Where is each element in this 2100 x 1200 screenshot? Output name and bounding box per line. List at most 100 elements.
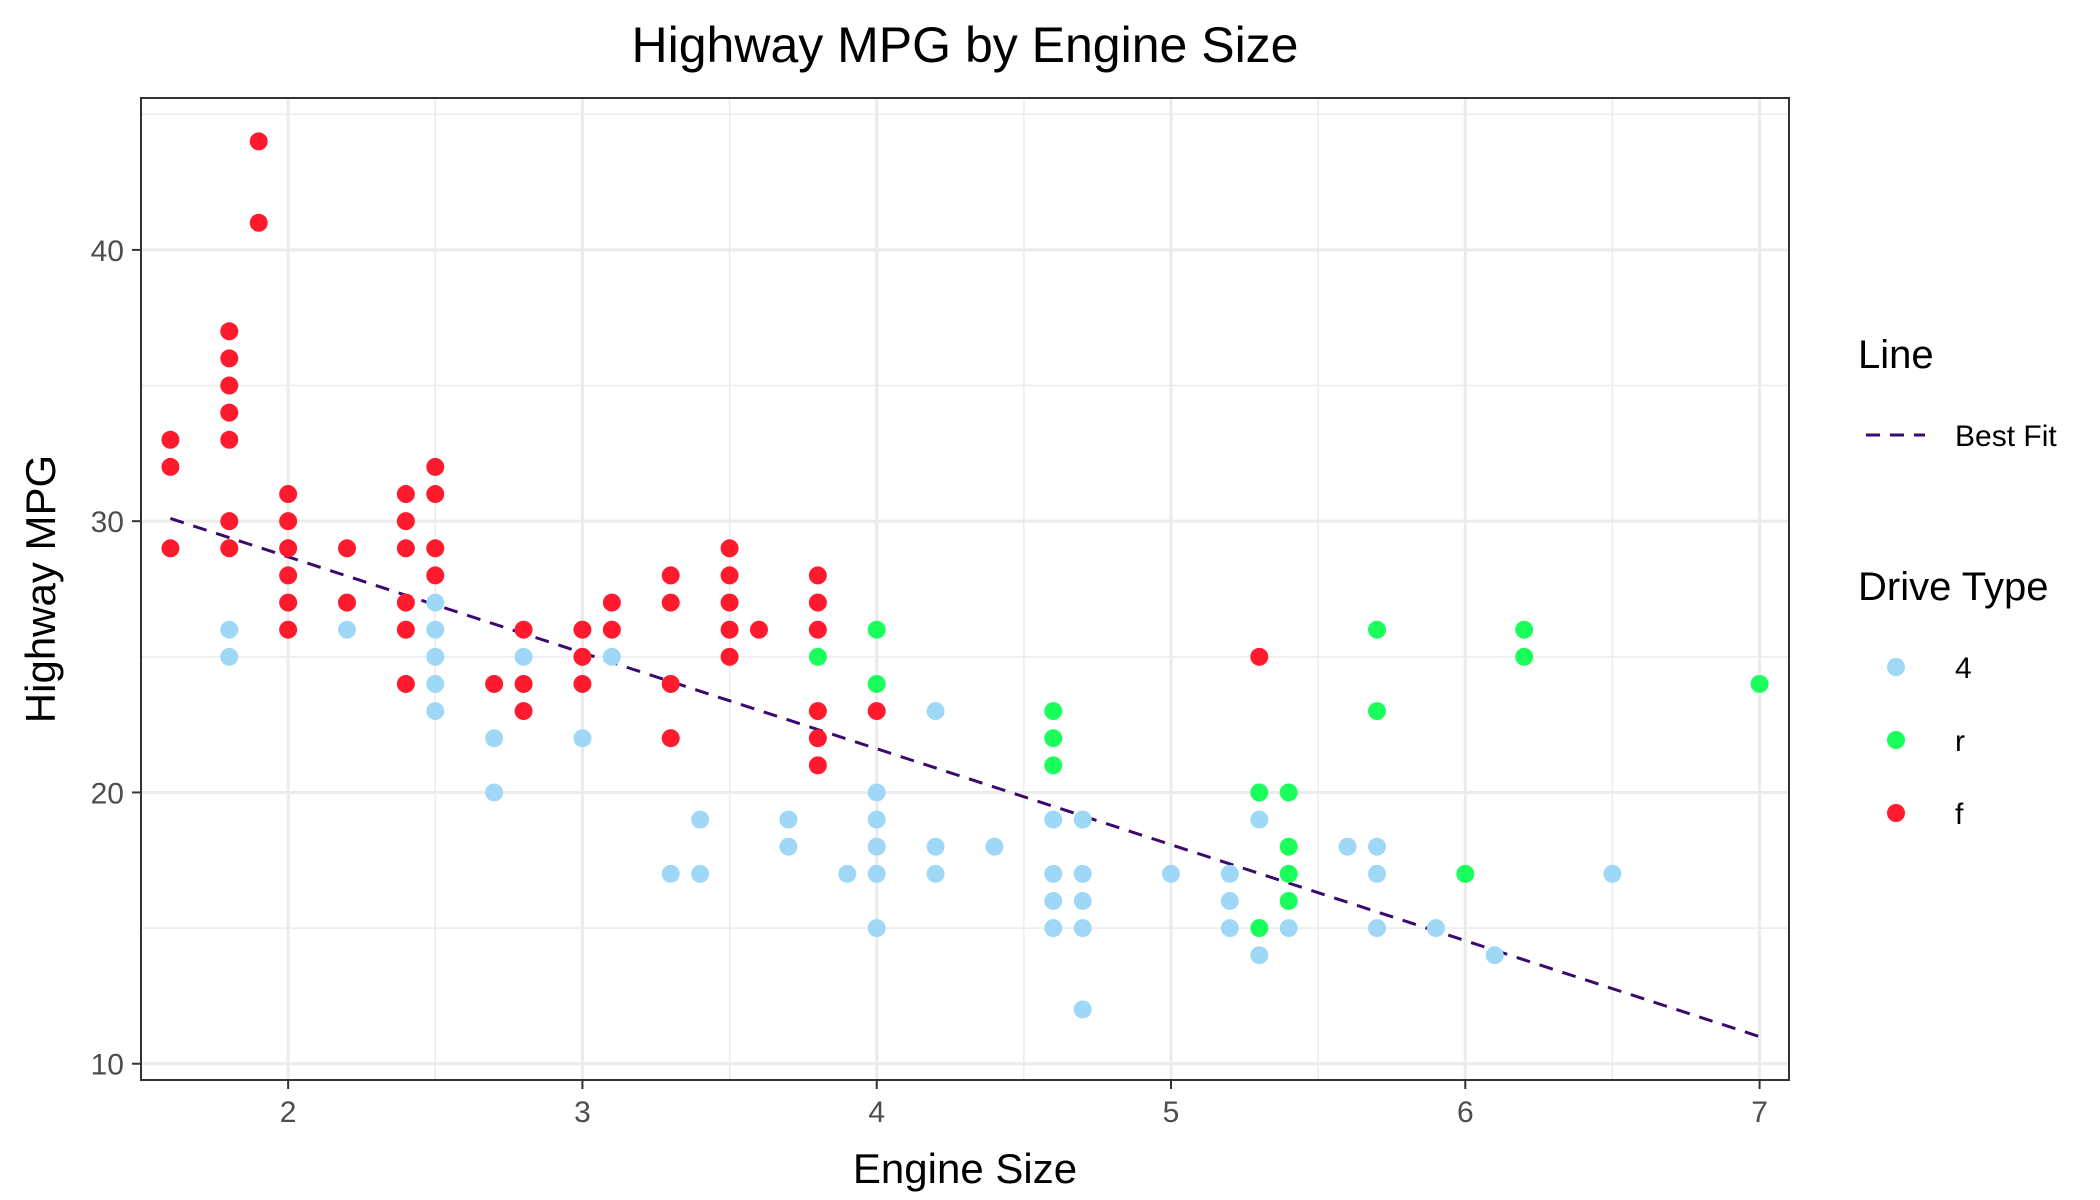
data-point-drive-4 xyxy=(867,810,886,829)
data-point-drive-f xyxy=(720,539,739,558)
data-point-drive-f xyxy=(396,512,415,531)
data-point-drive-r xyxy=(867,674,886,693)
data-point-drive-r xyxy=(1515,620,1534,639)
data-point-drive-4 xyxy=(1073,810,1092,829)
data-point-drive-4 xyxy=(926,702,945,721)
data-point-drive-f xyxy=(1250,647,1269,666)
data-point-drive-4 xyxy=(426,593,445,612)
data-point-drive-f xyxy=(426,539,445,558)
legend-drive-4-swatch xyxy=(1887,658,1905,676)
data-point-drive-4 xyxy=(1368,837,1386,856)
data-point-drive-4 xyxy=(838,864,857,883)
data-point-drive-4 xyxy=(867,837,886,856)
data-point-drive-f xyxy=(396,674,415,693)
data-point-drive-4 xyxy=(485,729,504,748)
data-point-drive-f xyxy=(396,485,415,504)
data-point-drive-f xyxy=(808,620,827,639)
data-point-drive-f xyxy=(867,702,886,721)
data-point-drive-r xyxy=(1044,702,1063,721)
data-point-drive-4 xyxy=(1220,891,1239,910)
data-point-drive-r xyxy=(1279,837,1298,856)
data-point-drive-4 xyxy=(1044,919,1063,938)
axis-ticks: 2 3 4 5 6 7 10 20 30 40 xyxy=(91,235,1768,1129)
data-point-drive-f xyxy=(220,376,239,395)
legend-drive-r-label: r xyxy=(1955,725,1965,758)
y-axis-title: Highway MPG xyxy=(17,455,64,723)
x-tick-label: 5 xyxy=(1163,1096,1180,1129)
data-point-drive-4 xyxy=(426,702,445,721)
data-point-drive-4 xyxy=(1250,810,1269,829)
data-point-drive-f xyxy=(161,430,180,449)
data-point-drive-r xyxy=(808,647,827,666)
data-point-drive-4 xyxy=(485,783,504,802)
data-point-drive-r xyxy=(867,620,886,639)
data-point-drive-4 xyxy=(779,837,798,856)
data-point-drive-f xyxy=(514,702,533,721)
data-point-drive-4 xyxy=(867,919,886,938)
data-point-drive-4 xyxy=(426,647,445,666)
data-point-drive-4 xyxy=(1220,919,1239,938)
data-point-drive-4 xyxy=(867,783,886,802)
data-point-drive-f xyxy=(808,756,827,775)
data-point-drive-r xyxy=(1044,729,1063,748)
data-point-drive-r xyxy=(1750,674,1769,693)
data-point-drive-f xyxy=(808,566,827,585)
data-point-drive-f xyxy=(220,512,239,531)
data-point-drive-r xyxy=(1279,891,1298,910)
x-tick-label: 4 xyxy=(868,1096,885,1129)
data-point-drive-4 xyxy=(1073,1000,1092,1019)
data-point-drive-f xyxy=(279,512,298,531)
legend-line: Line Best Fit xyxy=(1858,333,2057,453)
data-point-drive-r xyxy=(1250,783,1269,802)
y-tick-label: 20 xyxy=(91,777,124,810)
data-point-drive-f xyxy=(220,539,239,558)
legend-drive-f-swatch xyxy=(1887,804,1905,822)
legend-drive-type: Drive Type 4 r f xyxy=(1858,565,2048,831)
data-point-drive-f xyxy=(279,566,298,585)
chart-title: Highway MPG by Engine Size xyxy=(632,17,1299,73)
legend-drive-f-label: f xyxy=(1955,798,1964,831)
data-point-drive-4 xyxy=(1338,837,1357,856)
data-point-drive-4 xyxy=(573,729,592,748)
legend-drive-r-swatch xyxy=(1887,731,1905,749)
data-point-drive-f xyxy=(573,674,592,693)
data-point-drive-4 xyxy=(926,837,945,856)
data-point-drive-4 xyxy=(1073,864,1092,883)
data-point-drive-4 xyxy=(985,837,1004,856)
x-tick-label: 2 xyxy=(280,1096,297,1129)
data-point-drive-f xyxy=(396,620,415,639)
data-point-drive-4 xyxy=(1368,919,1386,938)
data-point-drive-f xyxy=(661,566,680,585)
data-point-drive-f xyxy=(396,539,415,558)
data-points xyxy=(161,132,1769,1019)
legend-drive-4-label: 4 xyxy=(1955,652,1972,685)
data-point-drive-f xyxy=(249,213,268,232)
data-point-drive-r xyxy=(1456,864,1475,883)
legend-drive-type-title: Drive Type xyxy=(1858,565,2048,609)
data-point-drive-4 xyxy=(426,674,445,693)
data-point-drive-4 xyxy=(1220,864,1239,883)
data-point-drive-f xyxy=(602,593,621,612)
data-point-drive-f xyxy=(808,593,827,612)
data-point-drive-4 xyxy=(1044,810,1063,829)
data-point-drive-f xyxy=(338,593,356,612)
data-point-drive-4 xyxy=(1426,919,1445,938)
data-point-drive-r xyxy=(1368,620,1386,639)
data-point-drive-f xyxy=(750,620,768,639)
data-point-drive-f xyxy=(661,729,680,748)
x-tick-label: 3 xyxy=(574,1096,591,1129)
data-point-drive-f xyxy=(220,349,239,368)
data-point-drive-4 xyxy=(220,620,239,639)
data-point-drive-f xyxy=(161,457,180,476)
data-point-drive-r xyxy=(1250,919,1269,938)
data-point-drive-4 xyxy=(1279,919,1298,938)
data-point-drive-f xyxy=(720,593,739,612)
data-point-drive-f xyxy=(249,132,268,151)
data-point-drive-f xyxy=(720,647,739,666)
data-point-drive-4 xyxy=(602,647,621,666)
data-point-drive-f xyxy=(720,566,739,585)
data-point-drive-4 xyxy=(1073,891,1092,910)
data-point-drive-4 xyxy=(867,864,886,883)
data-point-drive-f xyxy=(279,593,298,612)
